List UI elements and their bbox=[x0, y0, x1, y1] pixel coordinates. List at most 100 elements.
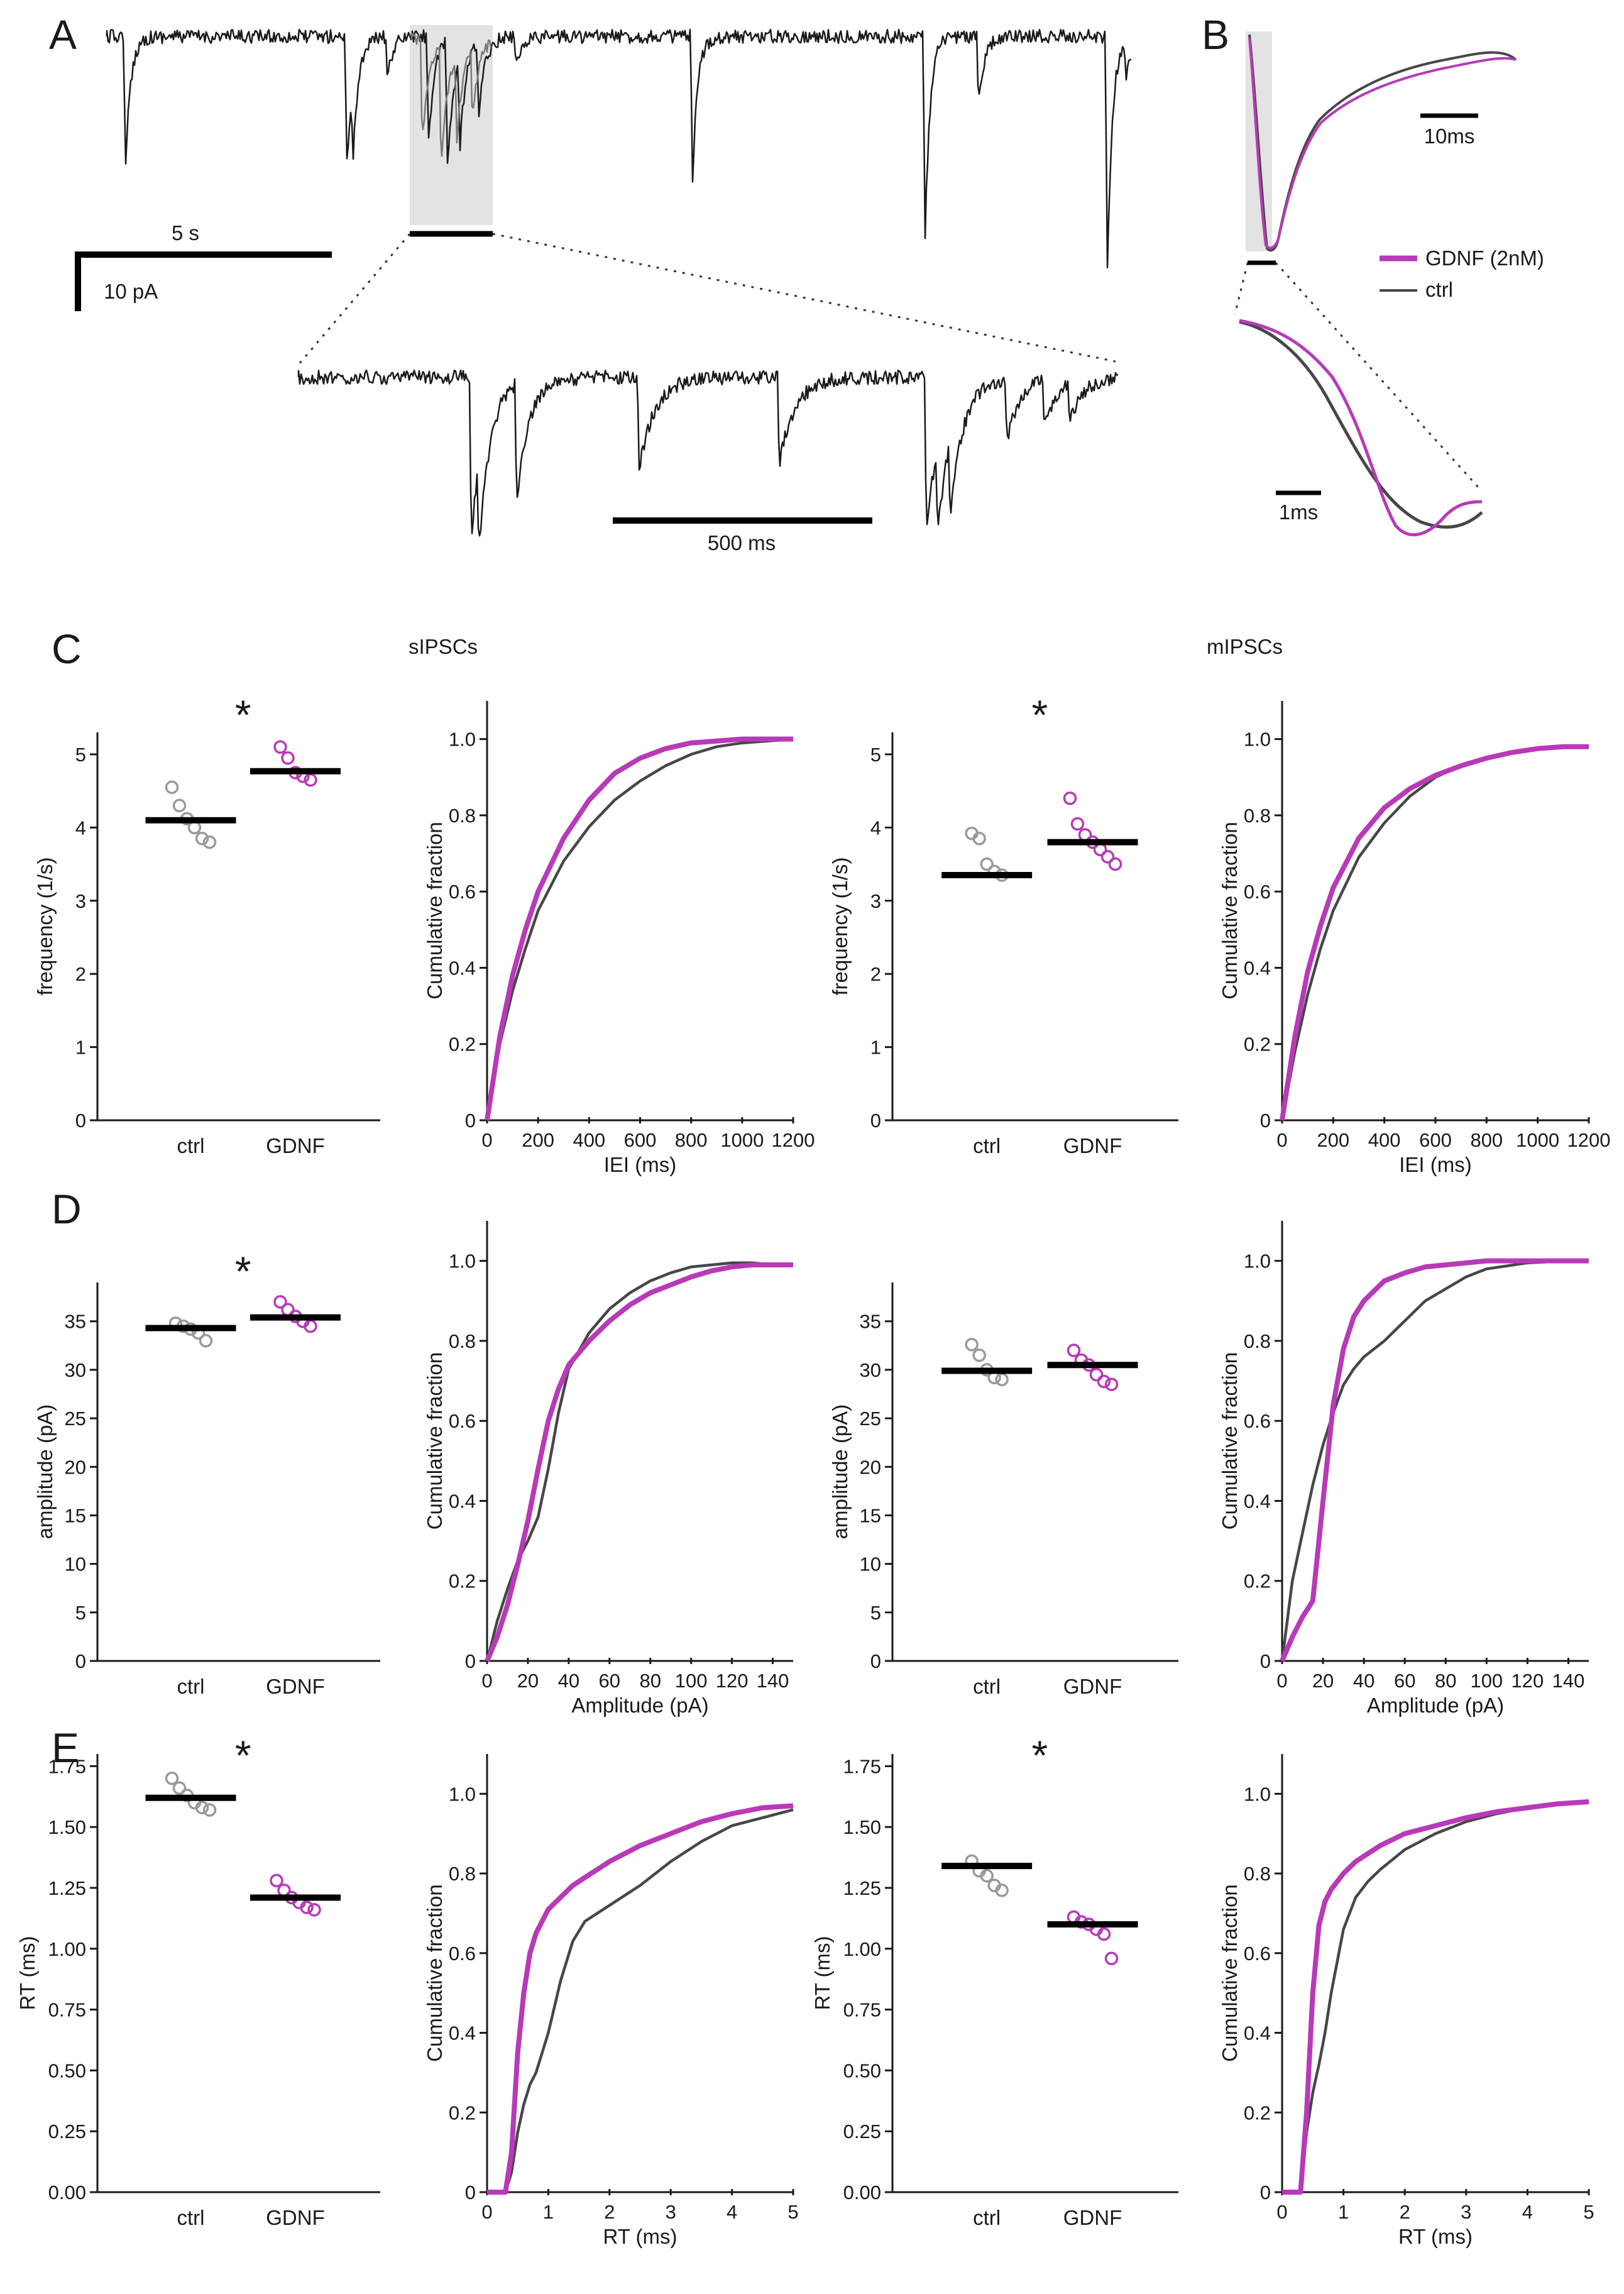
y-tick-label-E2: 0.4 bbox=[449, 2022, 476, 2044]
x-tick-label-C2: 600 bbox=[624, 1129, 657, 1151]
x-category-label-E3: GDNF bbox=[1063, 2206, 1122, 2229]
y-tick-label-C3: 1 bbox=[870, 1037, 881, 1059]
y-tick-label-E1: 0.50 bbox=[48, 2060, 86, 2082]
y-tick-label-C4: 0.6 bbox=[1244, 881, 1271, 903]
data-point-gdnf bbox=[273, 1295, 287, 1309]
y-tick-label-E2: 0 bbox=[465, 2181, 476, 2203]
x-tick-label-C4: 200 bbox=[1317, 1129, 1349, 1151]
y-tick-label-D2: 0.2 bbox=[449, 1570, 476, 1592]
event-average-gdnf bbox=[1248, 37, 1517, 250]
significance-star-E3: * bbox=[1031, 1732, 1048, 1778]
y-axis-label-C3: frequency (1/s) bbox=[828, 857, 852, 995]
x-tick-label-C2: 800 bbox=[675, 1129, 708, 1151]
trace-zoomed bbox=[297, 369, 1119, 537]
x-tick-label-C4: 600 bbox=[1419, 1129, 1452, 1151]
y-tick-label-D2: 0.8 bbox=[449, 1330, 476, 1352]
data-point-ctrl bbox=[172, 798, 187, 813]
y-tick-label-C2: 0.2 bbox=[449, 1034, 476, 1056]
cdf-line-ctrl bbox=[1282, 1800, 1589, 2194]
x-tick-label-E4: 0 bbox=[1276, 2201, 1287, 2223]
y-tick-label-E1: 1.75 bbox=[48, 1755, 86, 1777]
zoom-guide-right bbox=[492, 233, 1116, 363]
cdf-line-gdnf bbox=[1282, 1799, 1589, 2195]
y-tick-label-D2: 0.6 bbox=[449, 1410, 476, 1432]
x-tick-label-D4: 140 bbox=[1552, 1670, 1585, 1692]
y-tick-label-E4: 0 bbox=[1260, 2181, 1271, 2203]
cdf-line-gdnf bbox=[487, 1803, 794, 2195]
cdf-line-ctrl bbox=[485, 737, 794, 1121]
data-point-ctrl bbox=[965, 1338, 979, 1352]
header-mipscs: mIPSCs bbox=[1207, 635, 1283, 658]
data-point-gdnf bbox=[1063, 791, 1077, 805]
y-tick-label-E2: 0.8 bbox=[449, 1863, 476, 1885]
x-tick-label-E2: 1 bbox=[543, 2201, 554, 2223]
data-point-ctrl bbox=[972, 1348, 986, 1362]
y-tick-label-D1: 0 bbox=[75, 1650, 86, 1672]
y-tick-label-E3: 0.00 bbox=[843, 2181, 881, 2203]
y-axis-label-E3: RT (ms) bbox=[811, 1936, 834, 2010]
y-tick-label-C1: 3 bbox=[75, 890, 86, 912]
x-axis-label-D4: Amplitude (pA) bbox=[1367, 1694, 1504, 1717]
y-tick-label-D2: 0.4 bbox=[449, 1490, 476, 1512]
x-tick-label-E2: 2 bbox=[604, 2201, 615, 2223]
y-tick-label-D4: 0 bbox=[1260, 1650, 1271, 1672]
y-tick-label-E3: 0.25 bbox=[843, 2120, 881, 2142]
y-tick-label-E1: 0.00 bbox=[48, 2181, 86, 2203]
y-tick-label-E1: 1.25 bbox=[48, 1877, 86, 1899]
trace-continuous bbox=[106, 28, 1132, 268]
data-point-ctrl bbox=[995, 1883, 1009, 1897]
trace-highlighted-segment bbox=[410, 32, 492, 157]
y-axis-label-D2: Cumulative fraction bbox=[423, 1352, 446, 1530]
x-category-label-C1: ctrl bbox=[177, 1134, 205, 1157]
panel-label-a: A bbox=[49, 11, 77, 58]
y-tick-label-C1: 2 bbox=[75, 963, 86, 985]
cdf-line-ctrl bbox=[487, 1808, 794, 2194]
x-tick-label-D4: 60 bbox=[1394, 1670, 1415, 1692]
x-category-label-D3: GDNF bbox=[1063, 1675, 1122, 1698]
zoom-guide-b-right bbox=[1275, 262, 1479, 488]
event-average-ctrl bbox=[1248, 34, 1517, 252]
y-tick-label-C4: 0.2 bbox=[1244, 1034, 1271, 1056]
zoom-guide-left bbox=[297, 233, 411, 365]
data-point-gdnf bbox=[1089, 1367, 1104, 1382]
x-tick-label-E4: 4 bbox=[1522, 2201, 1533, 2223]
y-tick-label-C3: 0 bbox=[870, 1110, 881, 1132]
data-point-ctrl bbox=[980, 857, 994, 871]
x-tick-label-D4: 100 bbox=[1470, 1670, 1503, 1692]
y-tick-label-E3: 1.75 bbox=[843, 1755, 881, 1777]
header-sipscs: sIPSCs bbox=[409, 635, 478, 658]
y-axis-label-C4: Cumulative fraction bbox=[1218, 822, 1241, 999]
chart-grid: 0 1 2 3 4 5 frequency (1/s) ctrl GDNF * 0 0.2 0.4 0.6… bbox=[16, 692, 1610, 2248]
x-category-label-D1: GDNF bbox=[266, 1675, 325, 1698]
y-tick-label-E2: 0.6 bbox=[449, 1943, 476, 1965]
y-tick-label-E3: 0.50 bbox=[843, 2060, 881, 2082]
y-tick-label-E1: 0.75 bbox=[48, 1999, 86, 2021]
data-point-ctrl bbox=[195, 1800, 209, 1814]
data-point-ctrl bbox=[972, 832, 986, 846]
x-tick-label-D2: 20 bbox=[517, 1670, 539, 1692]
y-tick-label-C3: 5 bbox=[870, 744, 881, 766]
data-point-gdnf bbox=[1070, 817, 1085, 831]
x-category-label-C1: GDNF bbox=[266, 1134, 325, 1157]
y-tick-label-D4: 0.6 bbox=[1244, 1410, 1271, 1432]
cdf-line-gdnf bbox=[485, 736, 793, 1121]
y-tick-label-D1: 15 bbox=[65, 1504, 86, 1526]
data-point-gdnf bbox=[281, 751, 295, 765]
x-tick-label-E4: 5 bbox=[1583, 2201, 1594, 2223]
cdf-line-ctrl bbox=[1280, 745, 1589, 1121]
y-tick-label-C2: 0 bbox=[465, 1110, 476, 1132]
scale-label-5s: 5 s bbox=[172, 221, 199, 245]
data-point-ctrl bbox=[202, 835, 217, 849]
data-point-gdnf bbox=[273, 740, 287, 754]
scale-label-1ms: 1ms bbox=[1279, 500, 1318, 524]
y-tick-label-E4: 0.8 bbox=[1244, 1863, 1271, 1885]
x-axis-label-C2: IEI (ms) bbox=[604, 1153, 676, 1176]
y-tick-label-C2: 0.4 bbox=[449, 957, 476, 979]
x-category-label-E3: ctrl bbox=[973, 2206, 1001, 2229]
data-point-gdnf bbox=[300, 1900, 314, 1914]
y-tick-label-C3: 2 bbox=[870, 963, 881, 985]
legend-label-ctrl: ctrl bbox=[1425, 278, 1453, 301]
data-point-gdnf bbox=[1097, 1927, 1111, 1941]
y-tick-label-D3: 0 bbox=[870, 1650, 881, 1672]
y-tick-label-D1: 20 bbox=[65, 1456, 86, 1478]
